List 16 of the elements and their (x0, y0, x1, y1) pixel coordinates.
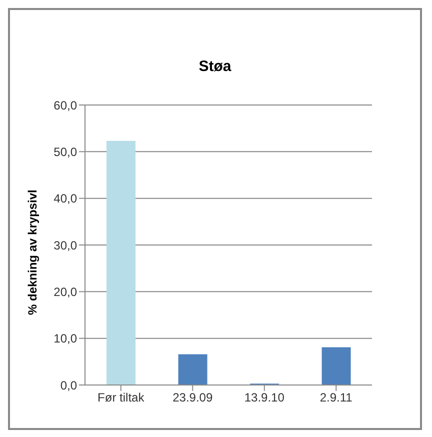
y-tick-label: 0,0 (60, 378, 78, 392)
bar (322, 347, 351, 385)
y-tick-label: 50,0 (54, 144, 78, 159)
y-tick-label: 20,0 (54, 284, 78, 299)
y-tick-label: 10,0 (54, 332, 78, 346)
y-axis-title: % dekning av krypsivl (25, 190, 40, 315)
x-tick-label: Før tiltak (98, 390, 146, 405)
bar (106, 140, 136, 385)
y-tick-label: 60,0 (54, 98, 78, 112)
x-tick-label: 23.9.09 (172, 390, 213, 405)
chart-title: Støa (198, 58, 232, 75)
x-tick-label: 2.9.11 (320, 390, 353, 405)
bar (178, 354, 208, 385)
y-tick-label: 40,0 (54, 192, 78, 206)
x-tick-label: 13.9.10 (244, 390, 285, 405)
y-tick-label: 30,0 (54, 238, 78, 252)
